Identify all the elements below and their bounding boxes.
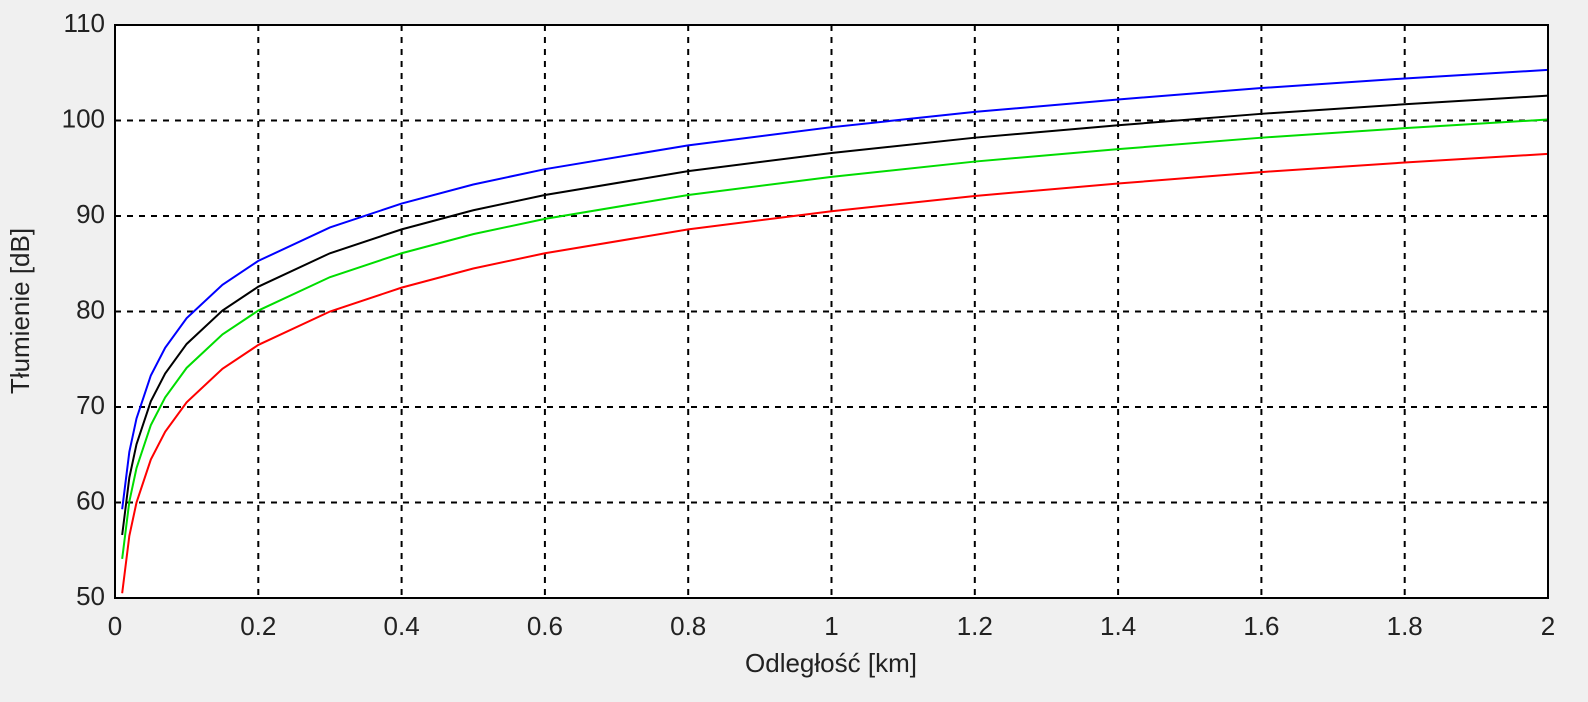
plot-frame (114, 24, 1549, 599)
y-axis-label: Tłumienie [dB] (5, 228, 35, 394)
x-tick-label: 0.8 (670, 611, 706, 641)
x-tick-label: 1.2 (957, 611, 993, 641)
y-tick-label: 50 (76, 581, 105, 611)
line (121, 94, 1549, 536)
y-tick-label: 80 (76, 294, 105, 324)
y-tick-label: 90 (76, 199, 105, 229)
x-tick-label: 2 (1541, 611, 1555, 641)
x-tick-label: 1.6 (1243, 611, 1279, 641)
x-tick-label: 0.2 (240, 611, 276, 641)
line (121, 68, 1549, 510)
y-tick-label: 100 (62, 103, 105, 133)
y-tick-label: 110 (64, 8, 105, 38)
x-tick-label: 0.6 (527, 611, 563, 641)
y-tick-label: 70 (76, 390, 105, 420)
x-tick-label: 1.4 (1100, 611, 1136, 641)
x-tick-label: 0.4 (384, 611, 420, 641)
x-tick-label: 0 (108, 611, 122, 641)
y-tick-label: 60 (76, 485, 105, 515)
plot-area (115, 25, 1548, 598)
line (121, 152, 1549, 594)
x-tick-label: 1 (824, 611, 838, 641)
x-axis-label: Odległość [km] (745, 648, 917, 678)
x-tick-label: 1.8 (1387, 611, 1423, 641)
line (121, 118, 1549, 559)
